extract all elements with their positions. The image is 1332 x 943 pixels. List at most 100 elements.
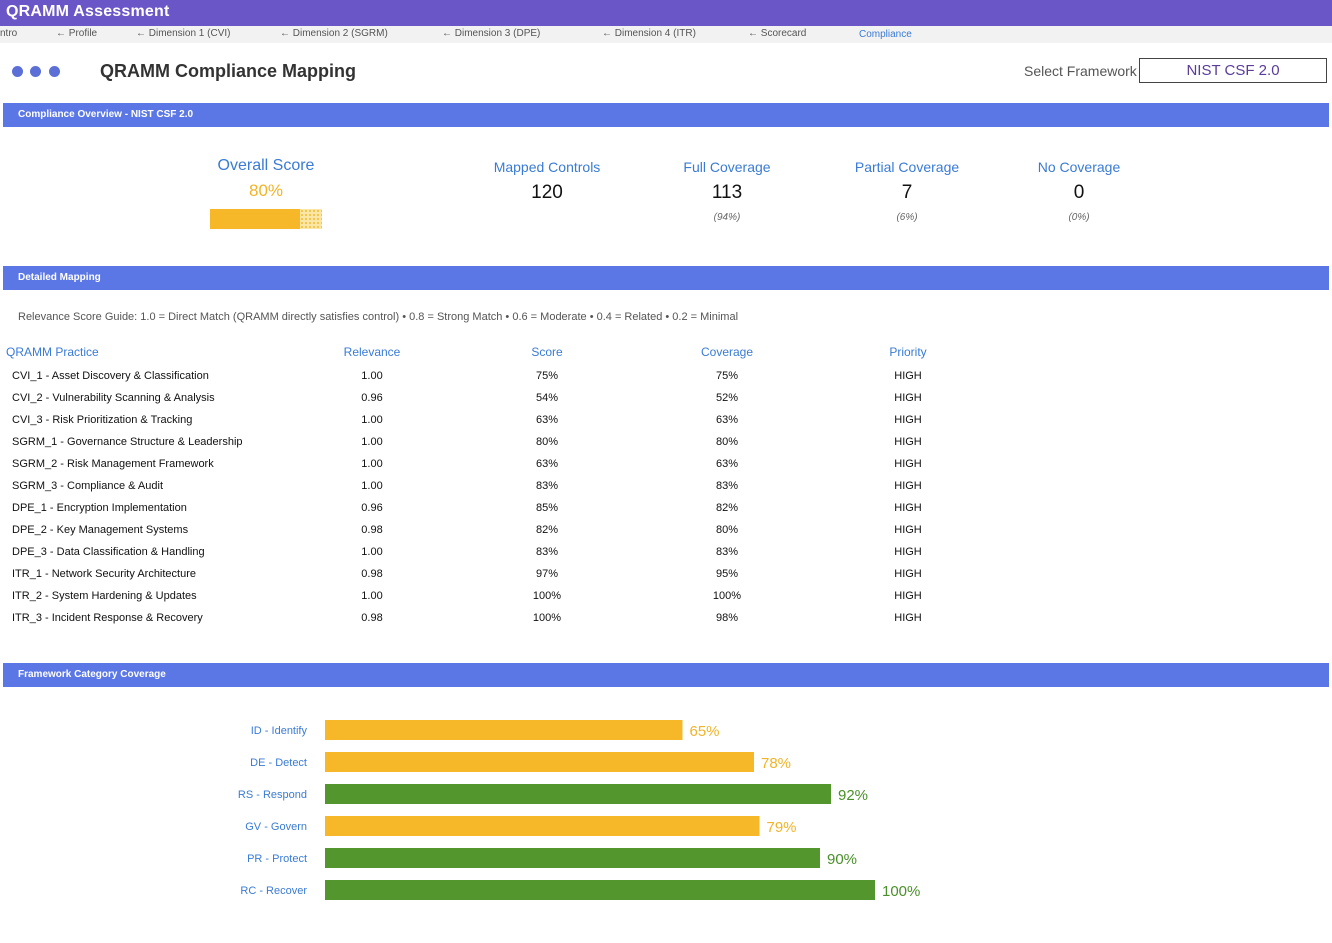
app-title: QRAMM Assessment bbox=[6, 3, 170, 20]
partial-coverage-value: 7 bbox=[901, 182, 913, 203]
practice-cell: CVI_2 - Vulnerability Scanning & Analysi… bbox=[12, 392, 215, 404]
practice-cell: SGRM_1 - Governance Structure & Leadersh… bbox=[12, 436, 243, 448]
priority-cell: HIGH bbox=[894, 590, 922, 602]
relevance-cell: 1.00 bbox=[361, 414, 383, 426]
practice-cell: DPE_1 - Encryption Implementation bbox=[12, 502, 187, 514]
relevance-cell: 1.00 bbox=[361, 458, 383, 470]
partial-coverage-percent: (6%) bbox=[896, 212, 918, 223]
column-header-score: Score bbox=[531, 345, 563, 359]
tab-compliance[interactable]: Compliance bbox=[859, 29, 912, 40]
table-row: SGRM_3 - Compliance & Audit 1.00 83% 83% HIG… bbox=[0, 480, 1000, 502]
full-coverage-label: Full Coverage bbox=[683, 159, 771, 175]
relevance-cell: 1.00 bbox=[361, 436, 383, 448]
practice-cell: CVI_3 - Risk Prioritization & Tracking bbox=[12, 414, 193, 426]
dot-icon bbox=[12, 66, 23, 77]
relevance-cell: 1.00 bbox=[361, 546, 383, 558]
tab-intro[interactable]: ntro bbox=[0, 28, 18, 39]
no-coverage-percent: (0%) bbox=[1068, 212, 1090, 223]
no-coverage-value: 0 bbox=[1073, 182, 1085, 203]
category-bar bbox=[325, 880, 875, 900]
column-header-practice: QRAMM Practice bbox=[6, 345, 99, 359]
relevance-guide: Relevance Score Guide: 1.0 = Direct Matc… bbox=[18, 311, 739, 323]
coverage-cell: 82% bbox=[715, 502, 739, 514]
practice-cell: ITR_2 - System Hardening & Updates bbox=[12, 590, 197, 602]
score-cell: 82% bbox=[535, 524, 559, 536]
overall-score-card: Overall Score 80% bbox=[166, 157, 366, 229]
score-cell: 85% bbox=[535, 502, 559, 514]
practice-cell: SGRM_2 - Risk Management Framework bbox=[12, 458, 214, 470]
priority-cell: HIGH bbox=[894, 568, 922, 580]
coverage-cell: 83% bbox=[715, 480, 739, 492]
table-row: CVI_1 - Asset Discovery & Classification… bbox=[0, 370, 1000, 392]
no-coverage-label: No Coverage bbox=[1037, 159, 1121, 175]
framework-label: Select Framework bbox=[1024, 63, 1137, 79]
coverage-cell: 80% bbox=[715, 436, 739, 448]
priority-cell: HIGH bbox=[894, 436, 922, 448]
overall-score-bar-remainder bbox=[300, 209, 322, 229]
category-bar bbox=[325, 720, 683, 740]
table-row: ITR_1 - Network Security Architecture 0.9… bbox=[0, 568, 1000, 590]
category-label: DE - Detect bbox=[250, 757, 307, 769]
priority-cell: HIGH bbox=[894, 480, 922, 492]
page-title: QRAMM Compliance Mapping bbox=[100, 61, 356, 81]
priority-cell: HIGH bbox=[894, 546, 922, 558]
score-cell: 83% bbox=[535, 546, 559, 558]
coverage-cell: 52% bbox=[715, 392, 739, 404]
table-row: DPE_1 - Encryption Implementation 0.96 85%… bbox=[0, 502, 1000, 524]
full-coverage-value: 113 bbox=[711, 182, 743, 203]
category-bar bbox=[325, 752, 754, 772]
app-title-bar: QRAMM Assessment bbox=[0, 0, 1332, 26]
dot-icon bbox=[30, 66, 41, 77]
practice-cell: ITR_3 - Incident Response & Recovery bbox=[12, 612, 203, 624]
table-row: SGRM_2 - Risk Management Framework 1.00 63… bbox=[0, 458, 1000, 480]
tab-dimension-3[interactable]: ← Dimension 3 (DPE) bbox=[442, 28, 541, 39]
category-value-label: 90% bbox=[827, 851, 857, 868]
tab-profile[interactable]: ← Profile bbox=[56, 28, 98, 39]
category-coverage-chart: ID - Identify 65% DE - Detect 78% RS - Respo… bbox=[238, 720, 920, 900]
relevance-cell: 1.00 bbox=[361, 370, 383, 382]
table-row: ITR_2 - System Hardening & Updates 1.00 10… bbox=[0, 590, 1000, 612]
no-coverage-card: No Coverage 0 (0%) bbox=[979, 159, 1179, 223]
category-bar bbox=[325, 784, 831, 804]
coverage-cell: 75% bbox=[715, 370, 739, 382]
mapped-controls-value: 120 bbox=[531, 182, 563, 203]
score-cell: 63% bbox=[535, 458, 559, 470]
category-label: GV - Govern bbox=[245, 821, 307, 833]
coverage-cell: 63% bbox=[715, 458, 739, 470]
category-label: ID - Identify bbox=[251, 725, 308, 737]
practice-cell: DPE_2 - Key Management Systems bbox=[12, 524, 189, 536]
relevance-cell: 1.00 bbox=[361, 480, 383, 492]
table-row: ITR_3 - Incident Response & Recovery 0.98… bbox=[0, 612, 1000, 634]
table-row: DPE_2 - Key Management Systems 0.98 82% 80%… bbox=[0, 524, 1000, 546]
coverage-cell: 80% bbox=[715, 524, 739, 536]
framework-select[interactable]: NIST CSF 2.0 bbox=[1139, 58, 1327, 83]
table-row: SGRM_1 - Governance Structure & Leadersh… bbox=[0, 436, 1000, 458]
table-row: DPE_3 - Data Classification & Handling 1.… bbox=[0, 546, 1000, 568]
category-value-label: 92% bbox=[838, 787, 868, 804]
section-header-category: Framework Category Coverage bbox=[3, 663, 1329, 687]
tab-scorecard[interactable]: ← Scorecard bbox=[748, 28, 807, 39]
score-cell: 100% bbox=[532, 590, 562, 602]
category-value-label: 100% bbox=[882, 883, 920, 900]
relevance-cell: 0.98 bbox=[361, 524, 383, 536]
column-header-coverage: Coverage bbox=[700, 345, 754, 359]
coverage-cell: 63% bbox=[715, 414, 739, 426]
table-row: CVI_3 - Risk Prioritization & Tracking 1.… bbox=[0, 414, 1000, 436]
tab-dimension-2[interactable]: ← Dimension 2 (SGRM) bbox=[280, 28, 388, 39]
coverage-cell: 98% bbox=[715, 612, 739, 624]
dot-icon bbox=[49, 66, 60, 77]
category-value-label: 79% bbox=[767, 819, 797, 836]
priority-cell: HIGH bbox=[894, 524, 922, 536]
tab-dimension-4[interactable]: ← Dimension 4 (ITR) bbox=[602, 28, 696, 39]
score-cell: 100% bbox=[532, 612, 562, 624]
score-cell: 54% bbox=[535, 392, 559, 404]
section-header-overview: Compliance Overview - NIST CSF 2.0 bbox=[3, 103, 1329, 127]
priority-cell: HIGH bbox=[894, 392, 922, 404]
tab-dimension-1[interactable]: ← Dimension 1 (CVI) bbox=[136, 28, 231, 39]
category-label: PR - Protect bbox=[247, 853, 307, 865]
score-cell: 97% bbox=[535, 568, 559, 580]
practice-cell: ITR_1 - Network Security Architecture bbox=[12, 568, 197, 580]
priority-cell: HIGH bbox=[894, 502, 922, 514]
coverage-cell: 83% bbox=[715, 546, 739, 558]
relevance-cell: 0.98 bbox=[361, 612, 383, 624]
